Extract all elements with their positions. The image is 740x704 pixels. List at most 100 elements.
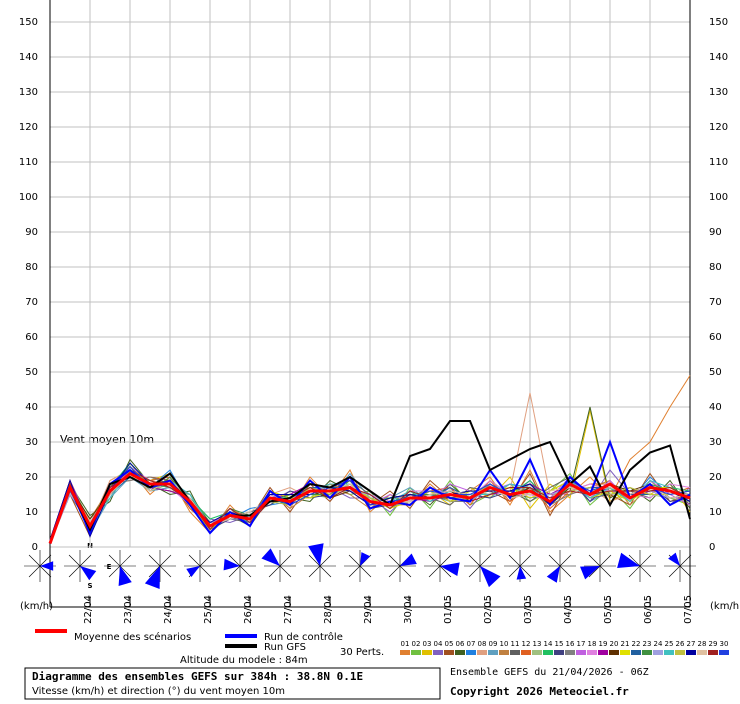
legend-label: 02	[412, 640, 421, 648]
legend-label: 11	[511, 640, 520, 648]
x-tick-label: 27/04	[283, 595, 294, 624]
rose-wedge	[186, 566, 200, 578]
legend-label: 28	[698, 640, 707, 648]
legend-label: 23	[643, 640, 652, 648]
rose-wedge	[546, 566, 560, 583]
y-tick-label: 130	[19, 87, 38, 98]
legend-swatch	[664, 650, 674, 655]
legend-swatch	[708, 650, 718, 655]
legend-swatch	[697, 650, 707, 655]
legend-swatch	[675, 650, 685, 655]
y-tick-label: 80	[25, 262, 38, 273]
x-tick-label: 03/05	[523, 595, 534, 624]
y-tick-label: 40	[25, 402, 38, 413]
legend-swatch	[576, 650, 586, 655]
y-tick-label-right: 70	[709, 297, 722, 308]
legend-label: 06	[456, 640, 465, 648]
rose-wedge	[118, 566, 132, 586]
rose-wedge	[261, 548, 280, 566]
rose-wedge	[40, 561, 54, 571]
legend-label: 21	[621, 640, 630, 648]
legend-label: Run GFS	[264, 642, 306, 653]
rose-wedge	[668, 552, 680, 566]
legend-label: 17	[577, 640, 586, 648]
legend-label: 20	[610, 640, 619, 648]
legend-swatch	[455, 650, 465, 655]
legend-label: 26	[676, 640, 685, 648]
legend-label: 16	[566, 640, 575, 648]
legend-label: 19	[599, 640, 608, 648]
legend-swatch	[499, 650, 509, 655]
footer-subtitle: Vitesse (km/h) et direction (°) du vent …	[32, 686, 285, 697]
y-tick-label: 110	[19, 157, 38, 168]
y-tick-label: 0	[32, 542, 38, 553]
legend-label: 14	[544, 640, 553, 648]
altitude: Altitude du modele : 84m	[180, 655, 308, 666]
legend-swatch	[686, 650, 696, 655]
rose-wedge	[360, 552, 371, 566]
legend-swatch	[488, 650, 498, 655]
legend-label: 05	[445, 640, 454, 648]
legend-swatch	[543, 650, 553, 655]
perturbation-label: 30 Perts.	[340, 647, 384, 658]
rose-wedge	[223, 558, 240, 571]
legend-label: Run de contrôle	[264, 631, 343, 643]
y-tick-label: 150	[19, 17, 38, 28]
compass-e: E	[107, 563, 112, 571]
y-tick-label-right: 60	[709, 332, 722, 343]
legend-swatch	[400, 650, 410, 655]
legend-swatch	[477, 650, 487, 655]
y-tick-label-right: 40	[709, 402, 722, 413]
legend-swatch	[620, 650, 630, 655]
legend-swatch	[411, 650, 421, 655]
rose-wedge	[516, 566, 527, 580]
y-tick-label-right: 110	[709, 157, 728, 168]
x-tick-label: 04/05	[563, 595, 574, 624]
annotation: Vent moyen 10m	[60, 433, 154, 446]
legend-swatch	[510, 650, 520, 655]
legend-label: 01	[401, 640, 410, 648]
y-tick-label-right: 0	[709, 542, 715, 553]
y-tick-label: 140	[19, 52, 38, 63]
x-tick-label: 28/04	[323, 595, 334, 624]
legend-swatch	[631, 650, 641, 655]
legend-swatch	[466, 650, 476, 655]
legend-swatch	[653, 650, 663, 655]
rose-wedge	[617, 552, 640, 569]
series-line	[48, 471, 691, 545]
x-tick-label: 30/04	[403, 595, 414, 624]
y-tick-label-right: 100	[709, 192, 728, 203]
y-tick-label-right: 140	[709, 52, 728, 63]
y-tick-label-right: 80	[709, 262, 722, 273]
y-tick-label: 60	[25, 332, 38, 343]
x-tick-label: 24/04	[163, 595, 174, 624]
footer-box	[24, 667, 441, 700]
rose-wedge	[308, 543, 324, 566]
copyright: Copyright 2026 Meteociel.fr	[450, 685, 629, 698]
y-tick-label-right: 130	[709, 87, 728, 98]
legend-label: 29	[709, 640, 718, 648]
y-tick-label-right: 90	[709, 227, 722, 238]
y-tick-label: 20	[25, 472, 38, 483]
legend-swatch	[444, 650, 454, 655]
footer-title: Diagramme des ensembles GEFS sur 384h : …	[32, 670, 363, 683]
rose-wedge	[480, 566, 501, 588]
x-tick-label: 01/05	[443, 595, 454, 624]
legend-label: 15	[555, 640, 564, 648]
y-tick-label-right: 150	[709, 17, 728, 28]
legend-swatch	[565, 650, 575, 655]
x-tick-label: 07/05	[683, 595, 694, 624]
x-tick-label: 02/05	[483, 595, 494, 624]
y-tick-label: 100	[19, 192, 38, 203]
y-tick-label: 10	[25, 507, 38, 518]
run-info: Ensemble GEFS du 21/04/2026 - 06Z	[450, 667, 649, 678]
rose-wedge	[144, 566, 160, 589]
rose-wedge	[400, 553, 417, 566]
y-unit-right: (km/h)	[710, 601, 740, 612]
legend-swatch	[433, 650, 443, 655]
x-tick-label: 06/05	[643, 595, 654, 624]
legend-label: 07	[467, 640, 476, 648]
x-tick-label: 29/04	[363, 595, 374, 624]
x-tick-label: 05/05	[603, 595, 614, 624]
legend-swatch	[422, 650, 432, 655]
